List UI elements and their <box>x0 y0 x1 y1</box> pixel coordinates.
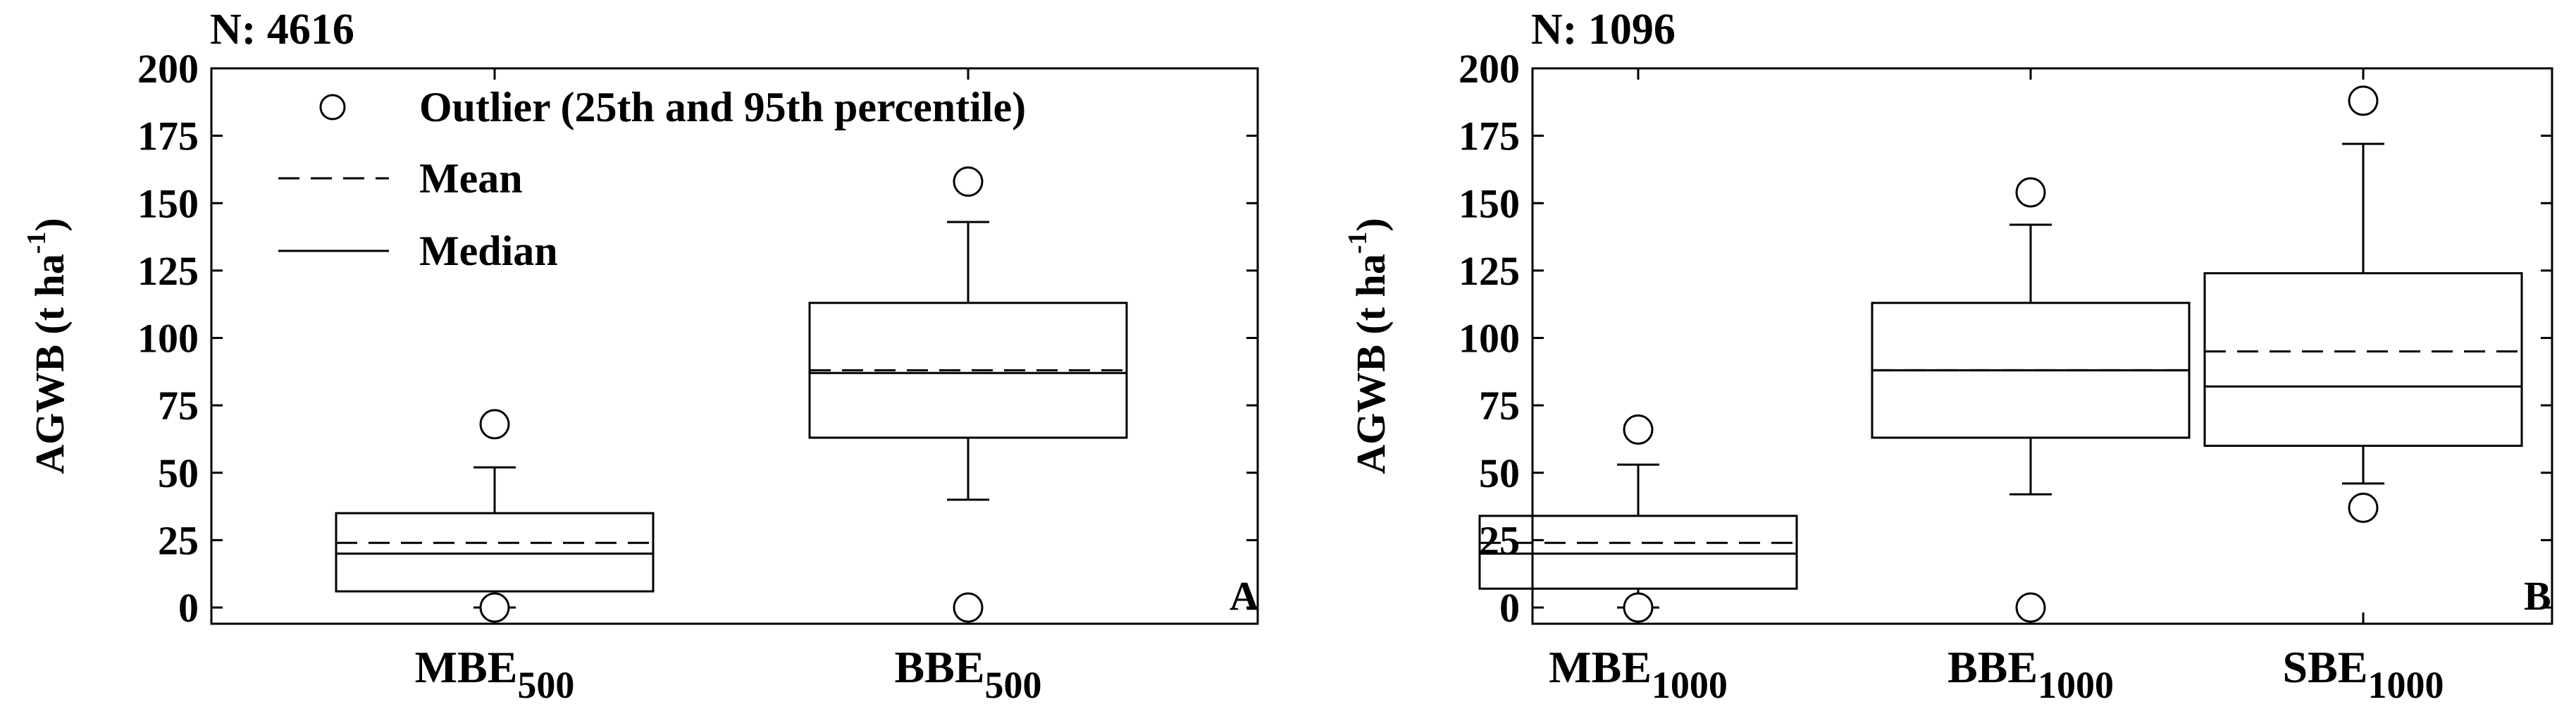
outlier-point <box>2015 592 2046 623</box>
outlier-point <box>953 166 984 197</box>
y-axis-label: AGWB (t ha-1) <box>1343 218 1394 474</box>
y-axis-label-close: ) <box>27 218 73 231</box>
panel-a: 0 25 50 75 100 125 150 175 200 AGWB (t ha-1) N: 46… <box>22 6 1259 706</box>
y-tick-label: 0 <box>178 585 199 631</box>
sample-size-label: N: 1096 <box>1531 6 1676 54</box>
category-label: BBE1000 <box>1948 642 2114 706</box>
outlier-point <box>2348 492 2379 523</box>
y-axis-label: AGWB (t ha-1) <box>22 218 73 474</box>
category-name: SBE <box>2283 642 2368 692</box>
category-label: MBE500 <box>415 642 575 706</box>
category-subscript: 1000 <box>1652 664 1728 706</box>
y-axis-label-superscript: -1 <box>22 232 51 254</box>
y-tick-label: 150 <box>137 180 199 226</box>
legend-mean-label: Mean <box>419 155 523 202</box>
y-tick-label: 100 <box>1459 316 1520 362</box>
category-name: MBE <box>1549 642 1652 692</box>
y-axis-label-superscript: -1 <box>1343 232 1373 254</box>
legend-outlier-marker <box>319 94 346 121</box>
y-axis-label-main: AGWB (t ha <box>27 254 73 474</box>
outlier-point <box>1623 592 1654 623</box>
category-label: SBE1000 <box>2283 642 2444 706</box>
y-tick-label: 25 <box>158 517 199 563</box>
y-tick-label: 50 <box>1479 450 1520 496</box>
outlier-point <box>479 409 510 440</box>
panel-label: A <box>1230 573 1259 619</box>
y-axis-label-main: AGWB (t ha <box>1348 254 1394 474</box>
category-label: BBE500 <box>894 642 1041 706</box>
outlier-point <box>479 592 510 623</box>
sample-size-label: N: 4616 <box>210 6 354 54</box>
category-subscript: 500 <box>985 664 1042 706</box>
y-tick-label: 175 <box>137 113 199 159</box>
y-tick-label: 125 <box>1459 248 1520 294</box>
category-name: BBE <box>1948 642 2038 692</box>
outlier-point <box>1623 414 1654 445</box>
category-label: MBE1000 <box>1549 642 1728 706</box>
category-name: BBE <box>894 642 984 692</box>
category-subscript: 1000 <box>2038 664 2114 706</box>
y-tick-label: 150 <box>1459 180 1520 226</box>
y-tick-label: 75 <box>158 383 199 429</box>
y-tick-label: 75 <box>1479 383 1520 429</box>
legend-outlier-label: Outlier (25th and 95th percentile) <box>419 84 1026 130</box>
outlier-point <box>2348 85 2379 116</box>
plot-frame <box>1531 67 2553 625</box>
panel-b: 0 25 50 75 100 125 150 175 200 AGWB (t ha-1) N: 10… <box>1343 6 2553 706</box>
category-subscript: 1000 <box>2367 664 2444 706</box>
box-iqr <box>335 512 655 593</box>
outlier-point <box>2015 177 2046 208</box>
y-tick-label: 200 <box>137 46 199 92</box>
box-iqr <box>1478 514 1798 590</box>
category-subscript: 500 <box>517 664 574 706</box>
y-tick-label: 25 <box>1479 517 1520 563</box>
y-tick-label: 50 <box>158 450 199 496</box>
outlier-point <box>953 592 984 623</box>
y-tick-label: 175 <box>1459 113 1520 159</box>
y-tick-label: 125 <box>137 248 199 294</box>
y-tick-label: 200 <box>1459 46 1520 92</box>
plot-frame <box>210 67 1259 625</box>
y-tick-label: 0 <box>1499 585 1520 631</box>
box-iqr <box>2203 272 2523 448</box>
y-axis-label-close: ) <box>1348 218 1394 231</box>
panel-label: B <box>2524 573 2551 619</box>
legend-median-label: Median <box>419 228 558 274</box>
category-name: MBE <box>415 642 518 692</box>
y-tick-label: 100 <box>137 316 199 362</box>
